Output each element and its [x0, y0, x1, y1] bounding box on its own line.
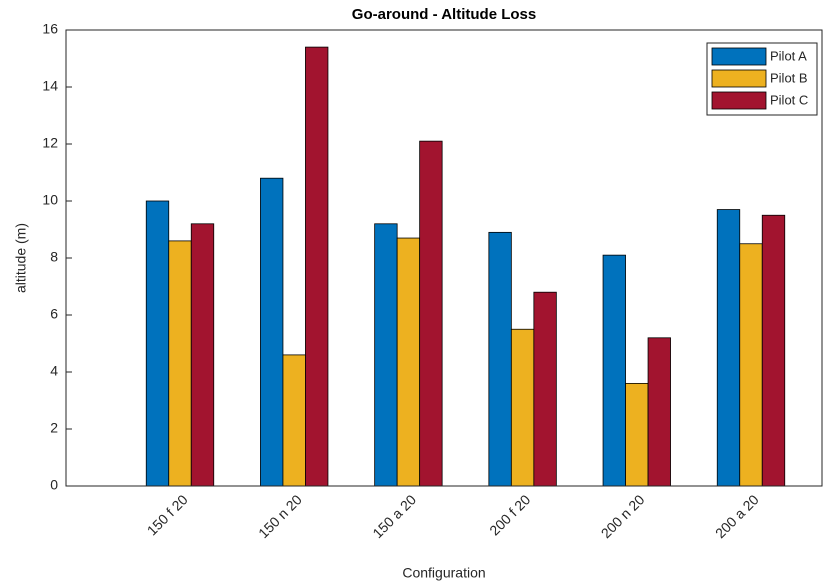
bar: [190, 223, 215, 487]
legend-label: Pilot C: [770, 92, 808, 107]
x-tick-label: 150 f 20: [144, 491, 191, 538]
y-tick-label: 10: [42, 192, 58, 208]
x-tick-label: 200 f 20: [486, 491, 533, 538]
bar: [533, 291, 557, 487]
bar: [374, 223, 398, 487]
bar: [761, 214, 786, 487]
legend-swatch: [711, 47, 767, 66]
bar: [510, 328, 535, 487]
x-axis-label: Configuration: [402, 565, 485, 581]
legend-swatch: [711, 91, 767, 110]
y-tick-label: 8: [50, 249, 58, 265]
bar: [419, 140, 443, 487]
y-axis-label: altitude (m): [13, 223, 29, 293]
chart-title: Go-around - Altitude Loss: [352, 6, 536, 23]
bar: [260, 177, 284, 487]
y-tick-label: 0: [50, 477, 58, 493]
bar: [145, 200, 170, 487]
legend-label: Pilot A: [770, 48, 807, 63]
bar: [625, 382, 649, 487]
bar: [488, 231, 512, 487]
x-tick-label: 200 a 20: [712, 491, 762, 541]
y-tick-label: 12: [42, 135, 58, 151]
y-tick-label: 2: [50, 420, 58, 436]
bar: [602, 254, 626, 487]
bar: [739, 243, 763, 487]
y-tick-label: 16: [42, 21, 58, 37]
axes-box: [65, 29, 823, 487]
bar: [716, 209, 741, 487]
bar: [647, 337, 671, 487]
legend-swatch: [711, 69, 767, 88]
y-tick-label: 4: [50, 363, 58, 379]
y-tick-label: 6: [50, 306, 58, 322]
bar: [396, 237, 421, 487]
legend-label: Pilot B: [770, 70, 808, 85]
bar: [168, 240, 192, 487]
bar: [282, 354, 306, 487]
bar: [305, 46, 329, 487]
x-tick-label: 150 n 20: [255, 491, 305, 541]
x-tick-label: 150 a 20: [369, 491, 419, 541]
x-tick-label: 200 n 20: [598, 491, 648, 541]
y-tick-label: 14: [42, 78, 58, 94]
